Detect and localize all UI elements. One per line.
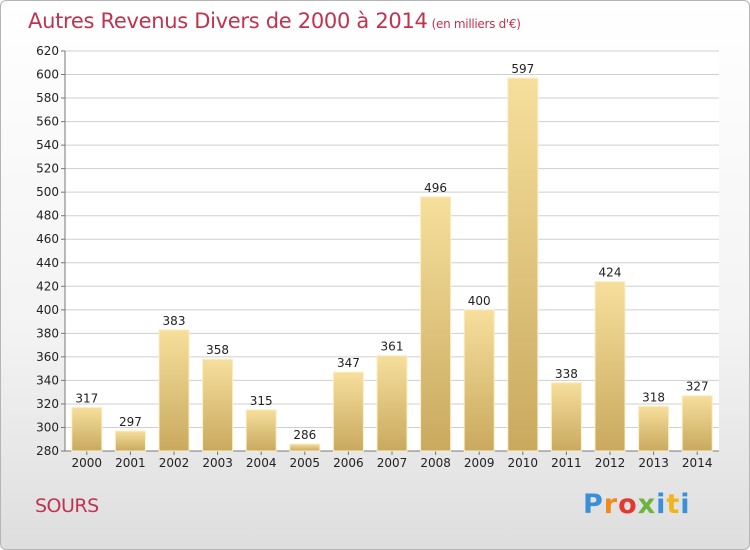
bar-2000	[71, 406, 103, 452]
data-label-2010: 597	[511, 62, 534, 76]
data-label-2005: 286	[293, 428, 316, 442]
x-tick-label-2012: 2012	[595, 456, 626, 470]
bar-2004	[245, 409, 277, 452]
x-tick-label-2013: 2013	[638, 456, 669, 470]
x-tick-label-2009: 2009	[464, 456, 495, 470]
data-label-2009: 400	[468, 294, 491, 308]
bar-2001	[114, 430, 146, 452]
y-tick-label: 540	[36, 138, 59, 152]
y-tick-label: 460	[36, 232, 59, 246]
chart-title-text: Autres Revenus Divers de 2000 à 2014	[28, 9, 428, 33]
x-tick-label-2001: 2001	[115, 456, 146, 470]
data-label-2013: 318	[642, 390, 665, 404]
data-label-2014: 327	[686, 380, 709, 394]
chart-unit: (en milliers d'€)	[431, 17, 521, 31]
bar-2012	[594, 281, 626, 452]
data-label-2003: 358	[206, 343, 229, 357]
data-label-2000: 317	[75, 391, 98, 405]
axes: 280 300 320 340 360 380 400 420 440 460 480 500 520 5…	[36, 44, 719, 458]
data-label-2007: 361	[381, 340, 404, 354]
bar-2014	[681, 395, 713, 452]
y-tick-label: 360	[36, 350, 59, 364]
y-tick-label: 380	[36, 326, 59, 340]
labels: 317 2000 297 2001 383 2002 358 2003 315 2004 286 20…	[72, 62, 713, 470]
bar-2008	[420, 196, 452, 452]
bar-2011	[550, 382, 582, 452]
data-label-2011: 338	[555, 367, 578, 381]
y-tick-label: 340	[36, 373, 59, 387]
y-tick-label: 580	[36, 91, 59, 105]
data-label-2006: 347	[337, 356, 360, 370]
y-tick-label: 600	[36, 68, 59, 82]
x-tick-label-2006: 2006	[333, 456, 364, 470]
bar-2010	[507, 77, 539, 452]
y-tick-label: 560	[36, 115, 59, 129]
y-tick-label: 520	[36, 162, 59, 176]
y-tick-label: 480	[36, 209, 59, 223]
data-label-2004: 315	[250, 394, 273, 408]
place-name: SOURS	[35, 495, 99, 517]
x-tick-label-2010: 2010	[508, 456, 539, 470]
bar-2007	[376, 355, 408, 452]
x-tick-label-2011: 2011	[551, 456, 582, 470]
bar-2006	[332, 371, 364, 452]
bar-2005	[289, 443, 321, 452]
bar-2009	[463, 309, 495, 452]
bar-2013	[638, 405, 670, 452]
y-tick-label: 400	[36, 303, 59, 317]
x-tick-label-2005: 2005	[290, 456, 321, 470]
bar-2003	[202, 358, 234, 452]
chart-title: Autres Revenus Divers de 2000 à 2014 (en …	[28, 9, 521, 33]
y-tick-label: 280	[36, 444, 59, 458]
x-tick-label-2003: 2003	[202, 456, 233, 470]
y-tick-label: 420	[36, 279, 59, 293]
x-tick-label-2000: 2000	[72, 456, 103, 470]
x-tick-label-2004: 2004	[246, 456, 277, 470]
bars	[71, 77, 713, 452]
y-tick-label: 500	[36, 185, 59, 199]
bar-2002	[158, 329, 190, 452]
x-tick-label-2002: 2002	[159, 456, 190, 470]
x-tick-label-2014: 2014	[682, 456, 713, 470]
x-tick-label-2007: 2007	[377, 456, 408, 470]
y-tick-label: 440	[36, 256, 59, 270]
y-tick-label: 300	[36, 420, 59, 434]
data-label-2012: 424	[599, 266, 622, 280]
data-label-2002: 383	[163, 314, 186, 328]
data-label-2008: 496	[424, 181, 447, 195]
y-tick-label: 620	[36, 44, 59, 58]
x-tick-label-2008: 2008	[420, 456, 451, 470]
proxiti-logo: Proxiti	[583, 489, 691, 520]
y-tick-label: 320	[36, 397, 59, 411]
data-label-2001: 297	[119, 415, 142, 429]
